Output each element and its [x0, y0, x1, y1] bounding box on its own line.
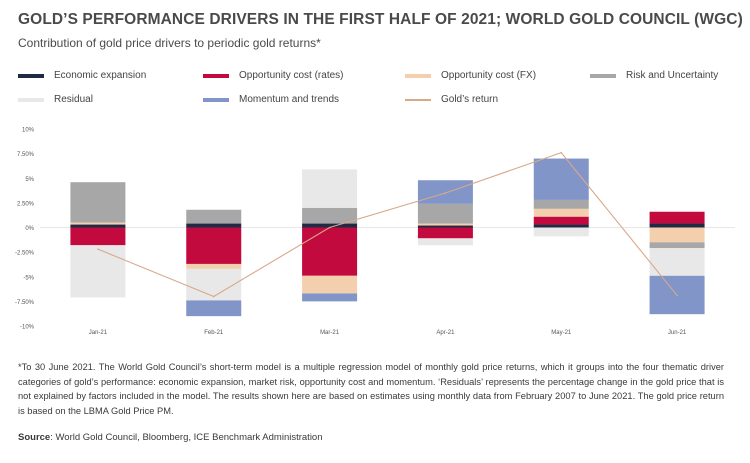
- source-text: : World Gold Council, Bloomberg, ICE Ben…: [50, 432, 323, 443]
- bar-risk-and-uncertainty-apr-21: [417, 203, 473, 224]
- legend-item-economic-expansion: Economic expansion: [18, 70, 146, 81]
- legend-swatch: [203, 97, 229, 102]
- bar-risk-and-uncertainty-may-21: [533, 199, 589, 209]
- x-tick-label: May-21: [551, 330, 572, 336]
- x-tick-label: Apr-21: [436, 330, 455, 336]
- bar-residual-feb-21: [186, 268, 242, 301]
- legend-item-opportunity-cost-rates: Opportunity cost (rates): [203, 70, 343, 81]
- y-tick-label: -2.50%: [15, 251, 35, 257]
- bar-residual-jan-21: [70, 245, 126, 298]
- point-golds-return-may-21: [560, 151, 563, 154]
- bar-opportunity-cost-rates-mar-21: [302, 227, 358, 276]
- legend-swatch: [203, 73, 229, 78]
- legend-item-opportunity-cost-fx: Opportunity cost (FX): [405, 70, 536, 81]
- legend-item-risk-and-uncertainty: Risk and Uncertainty: [590, 70, 718, 81]
- point-golds-return-jan-21: [97, 248, 99, 250]
- y-tick-label: -7.50%: [15, 300, 35, 306]
- legend-item-residual: Residual: [18, 94, 93, 105]
- bar-momentum-and-trends-apr-21: [417, 180, 473, 204]
- bar-residual-apr-21: [417, 238, 473, 246]
- y-tick-label: -5%: [23, 275, 34, 281]
- legend-swatch: [405, 73, 431, 78]
- point-golds-return-apr-21: [444, 192, 447, 194]
- y-tick-label: 5%: [25, 177, 34, 183]
- source-label: Source: [18, 432, 51, 443]
- bar-opportunity-cost-fx-jan-21: [70, 222, 126, 225]
- y-tick-label: 7.50%: [17, 152, 35, 158]
- bar-opportunity-cost-fx-apr-21: [417, 223, 473, 226]
- legend-label: Residual: [54, 94, 93, 105]
- bar-opportunity-cost-fx-feb-21: [186, 263, 242, 269]
- legend-label: Gold’s return: [441, 94, 499, 105]
- x-tick-label: Feb-21: [204, 330, 224, 336]
- legend-label: Momentum and trends: [239, 94, 340, 105]
- legend-swatch: [18, 73, 44, 78]
- bar-risk-and-uncertainty-jan-21: [70, 182, 126, 223]
- legend-swatch: [18, 97, 44, 102]
- bar-economic-expansion-jan-21: [70, 224, 126, 228]
- bar-opportunity-cost-rates-may-21: [533, 216, 589, 225]
- bar-economic-expansion-feb-21: [186, 223, 242, 228]
- bar-momentum-and-trends-mar-21: [302, 293, 358, 302]
- bar-opportunity-cost-rates-apr-21: [417, 227, 473, 239]
- y-tick-label: -10%: [20, 325, 35, 331]
- y-tick-label: 2.50%: [17, 201, 35, 207]
- x-tick-label: Jan-21: [89, 330, 108, 336]
- legend-item-golds-return: Gold’s return: [405, 94, 498, 105]
- bar-risk-and-uncertainty-mar-21: [302, 207, 358, 224]
- legend-label: Risk and Uncertainty: [626, 70, 719, 81]
- bar-opportunity-cost-rates-jan-21: [70, 227, 126, 246]
- source-line: Source: World Gold Council, Bloomberg, I…: [18, 432, 323, 443]
- legend-swatch: [405, 98, 431, 101]
- x-tick-label: Jun-21: [668, 330, 687, 336]
- chart-title: GOLD’S PERFORMANCE DRIVERS IN THE FIRST …: [18, 11, 743, 28]
- bar-opportunity-cost-fx-jun-21: [649, 227, 705, 243]
- bar-opportunity-cost-rates-jun-21: [649, 211, 705, 224]
- bar-momentum-and-trends-feb-21: [186, 300, 242, 317]
- bar-opportunity-cost-fx-may-21: [533, 208, 589, 217]
- bar-opportunity-cost-rates-feb-21: [186, 227, 242, 264]
- bar-economic-expansion-may-21: [533, 224, 589, 228]
- bar-residual-mar-21: [302, 169, 358, 208]
- legend-item-momentum-and-trends: Momentum and trends: [203, 94, 339, 105]
- bar-economic-expansion-jun-21: [649, 223, 705, 228]
- bar-economic-expansion-mar-21: [302, 223, 358, 228]
- x-tick-label: Mar-21: [320, 330, 340, 336]
- legend-label: Economic expansion: [54, 70, 147, 81]
- chart: 10% 7.50% 5% 2.50% 0% -2.50% -5% -7.50% -10% Jan-…: [15, 128, 735, 336]
- footnote: *To 30 June 2021. The World Gold Council…: [18, 362, 724, 416]
- legend-label: Opportunity cost (rates): [239, 70, 344, 81]
- bar-risk-and-uncertainty-jun-21: [649, 242, 705, 249]
- chart-subtitle: Contribution of gold price drivers to pe…: [18, 36, 321, 50]
- bar-momentum-and-trends-may-21: [533, 158, 589, 200]
- bar-risk-and-uncertainty-feb-21: [186, 209, 242, 224]
- bar-economic-expansion-apr-21: [417, 225, 473, 228]
- bar-opportunity-cost-fx-mar-21: [302, 275, 358, 294]
- point-golds-return-mar-21: [328, 226, 331, 229]
- legend-swatch: [590, 73, 616, 78]
- point-golds-return-feb-21: [212, 295, 215, 298]
- y-tick-label: 10%: [22, 128, 35, 134]
- point-golds-return-jun-21: [676, 294, 678, 297]
- y-tick-label: 0%: [25, 226, 34, 232]
- bar-residual-jun-21: [649, 248, 705, 276]
- legend-label: Opportunity cost (FX): [441, 70, 537, 81]
- bar-residual-may-21: [533, 227, 589, 237]
- line-golds-return: [97, 151, 678, 298]
